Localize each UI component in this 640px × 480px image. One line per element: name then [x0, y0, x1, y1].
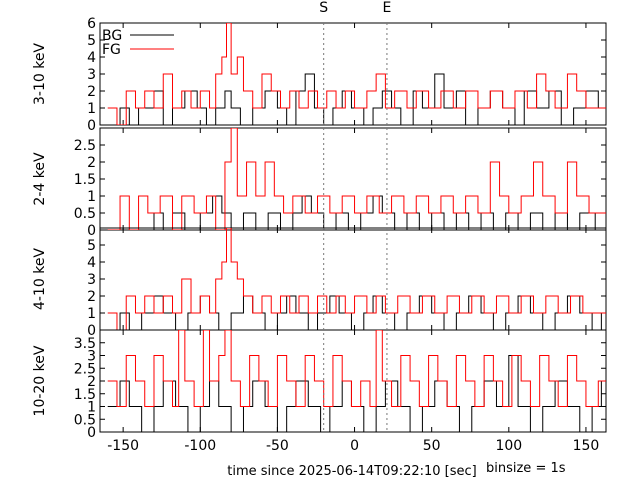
marker-e-label: E: [383, 0, 392, 16]
y-tick-label: 2.5: [74, 138, 96, 154]
series-fg-line: [107, 128, 606, 230]
y-tick-label: 3: [87, 349, 96, 365]
y-tick-label: 3: [87, 67, 96, 83]
y-tick-label: 0: [87, 425, 96, 441]
y-tick-label: 0: [87, 323, 96, 339]
panel-2: 00.511.522.5 2-4 keV: [32, 127, 607, 239]
marker-s-label: S: [319, 0, 328, 16]
y-axis-label: 2-4 keV: [32, 152, 48, 206]
y-tick-label: 1: [87, 400, 96, 416]
x-axis-label: time since 2025-06-14T09:22:10 [sec]: [227, 464, 476, 479]
y-tick-label: 1: [87, 189, 96, 205]
y-tick-label: 1: [87, 306, 96, 322]
y-tick-label: 2: [87, 155, 96, 171]
y-tick-label: 5: [87, 33, 96, 49]
y-axis-label: 3-10 keV: [32, 43, 48, 105]
y-tick-label: 0.5: [74, 206, 96, 222]
y-axis-label: 10-20 keV: [32, 345, 48, 416]
y-tick-label: 0: [87, 223, 96, 239]
y-tick-label: 6: [87, 16, 96, 32]
y-tick-label: 1.5: [74, 172, 96, 188]
y-tick-label: 1: [87, 101, 96, 117]
x-tick-label: 100: [495, 438, 522, 454]
y-tick-label: 4: [87, 50, 96, 66]
series-bg-line: [107, 355, 606, 432]
y-tick-label: 2: [87, 84, 96, 100]
y-tick-label: 0: [87, 118, 96, 134]
y-tick-label: 4: [87, 255, 96, 271]
y-axis-label: 4-10 keV: [32, 248, 48, 310]
x-tick-label: 50: [423, 438, 441, 454]
panel-frame: [99, 22, 607, 126]
x-tick-label: 150: [573, 438, 600, 454]
legend-label-fg: FG: [102, 42, 121, 58]
x-tick-label: -100: [184, 438, 216, 454]
x-tick-label: 0: [350, 438, 359, 454]
y-tick-label: 0.5: [74, 412, 96, 428]
series-bg-line: [107, 295, 606, 330]
y-tick-label: 2: [87, 374, 96, 390]
legend-label-bg: BG: [102, 28, 122, 44]
series-bg-line: [107, 195, 606, 230]
x-tick-label: -150: [107, 438, 139, 454]
y-tick-label: 2.5: [74, 361, 96, 377]
y-tick-label: 1.5: [74, 387, 96, 403]
x-tick-label: -50: [266, 438, 289, 454]
series-fg-line: [107, 23, 606, 125]
series-fg-line: [107, 228, 606, 330]
series-bg-line: [110, 73, 606, 125]
y-tick-label: 3.5: [74, 336, 96, 352]
panel-4: 00.511.522.533.5 10-20 keV: [32, 329, 607, 441]
y-tick-label: 2: [87, 289, 96, 305]
y-tick-label: 3: [87, 272, 96, 288]
binsize-note: binsize = 1s: [486, 461, 566, 476]
x-axis: -150 -100 -50 0 50 100 150: [107, 438, 599, 454]
series-fg-line: [107, 330, 606, 407]
y-tick-label: 5: [87, 238, 96, 254]
